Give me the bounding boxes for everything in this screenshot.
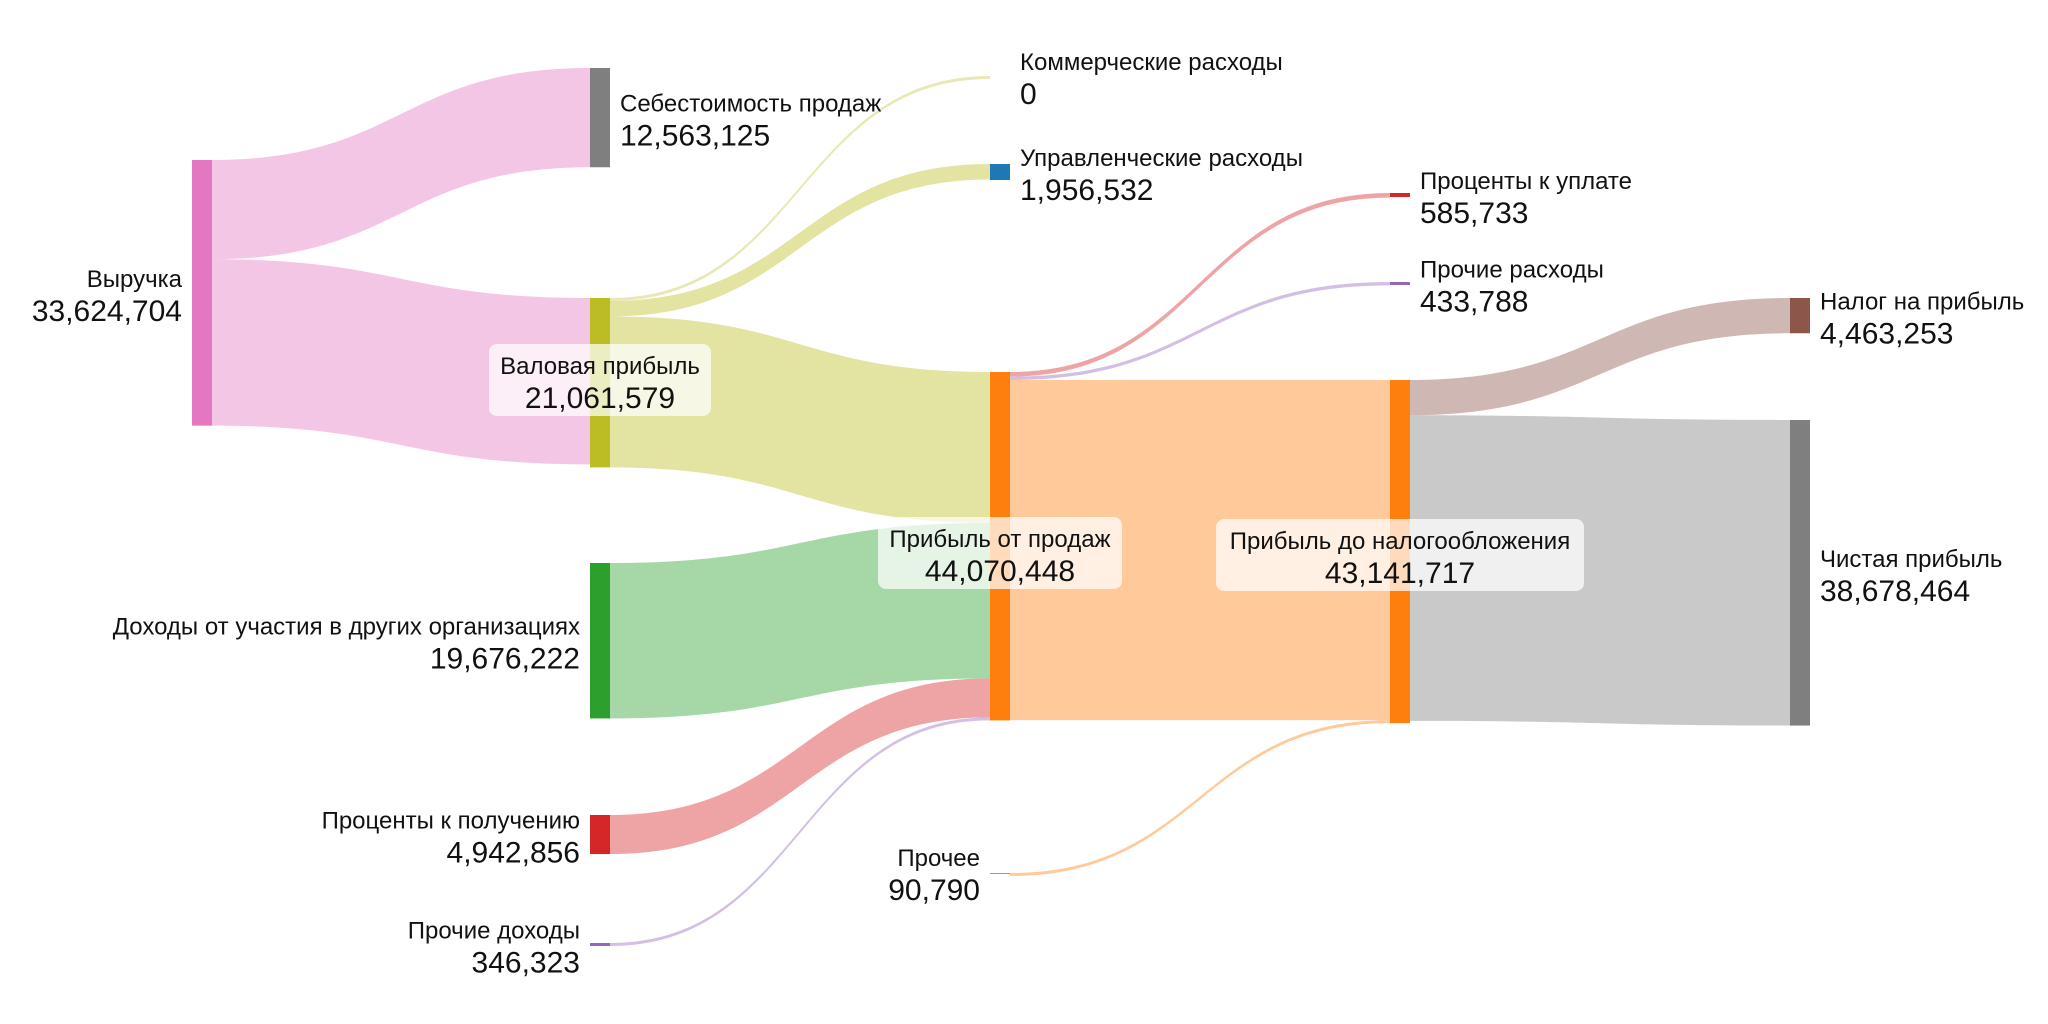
node-name: Проценты к уплате bbox=[1420, 168, 1632, 195]
node-int_income bbox=[590, 815, 610, 855]
node-value: 44,070,448 bbox=[925, 555, 1075, 588]
node-label-other: Прочее 90,790 bbox=[888, 845, 980, 907]
node-value: 43,141,717 bbox=[1325, 557, 1475, 590]
node-name: Валовая прибыль bbox=[500, 353, 700, 380]
node-label-net: Чистая прибыль 38,678,464 bbox=[1820, 546, 2002, 608]
node-value: 12,563,125 bbox=[620, 120, 770, 153]
node-label-pretax: Прибыль до налогообложения 43,141,717 bbox=[1216, 519, 1584, 591]
svg-text:Доходы от участия в других орг: Доходы от участия в других организациях 1… bbox=[113, 614, 580, 676]
node-value: 4,463,253 bbox=[1820, 318, 1953, 351]
link-sales_profit-to-int_expense bbox=[1010, 193, 1390, 377]
node-name: Прочее bbox=[897, 845, 980, 872]
node-label-revenue: Выручка 33,624,704 bbox=[32, 266, 183, 328]
node-int_expense bbox=[1390, 193, 1410, 197]
node-value: 21,061,579 bbox=[525, 382, 675, 415]
node-value: 1,956,532 bbox=[1020, 174, 1153, 207]
link-pretax-to-tax bbox=[1410, 298, 1790, 416]
node-label-other_expense: Прочие расходы 433,788 bbox=[1420, 257, 1604, 319]
node-name: Управленческие расходы bbox=[1020, 145, 1303, 172]
node-name: Прибыль от продаж bbox=[889, 526, 1110, 553]
node-name: Прочие доходы bbox=[408, 918, 580, 945]
links-layer bbox=[212, 68, 1790, 946]
node-label-cogs: Себестоимость продаж 12,563,125 bbox=[620, 91, 881, 153]
labels-layer: Выручка 33,624,704 Себестоимость продаж 12,… bbox=[32, 49, 2024, 980]
node-label-admin: Управленческие расходы 1,956,532 bbox=[1020, 145, 1303, 207]
node-value: 433,788 bbox=[1420, 286, 1528, 319]
node-name: Прочие расходы bbox=[1420, 257, 1604, 284]
link-gross-to-commercial bbox=[610, 76, 990, 301]
link-int_income-to-sales_profit bbox=[610, 678, 990, 855]
node-name: Себестоимость продаж bbox=[620, 91, 881, 118]
node-value: 4,942,856 bbox=[447, 837, 580, 870]
label-background bbox=[489, 344, 711, 416]
node-revenue bbox=[192, 160, 212, 426]
link-sales_profit-to-other_expense bbox=[1010, 282, 1390, 381]
link-sales_profit-to-pretax bbox=[1010, 380, 1390, 721]
node-other_income bbox=[590, 943, 610, 946]
node-label-tax: Налог на прибыль 4,463,253 bbox=[1820, 289, 2024, 351]
node-value: 585,733 bbox=[1420, 197, 1528, 230]
node-label-commercial: Коммерческие расходы 0 bbox=[1020, 49, 1283, 111]
node-name: Прибыль до налогообложения bbox=[1230, 528, 1570, 555]
label-background bbox=[1216, 519, 1584, 591]
node-label-int_expense: Проценты к уплате 585,733 bbox=[1420, 168, 1632, 230]
link-pretax-to-net bbox=[1410, 415, 1790, 726]
node-cogs bbox=[590, 68, 610, 168]
node-name: Выручка bbox=[87, 266, 183, 293]
node-value: 19,676,222 bbox=[430, 643, 580, 676]
node-label-int_income: Проценты к получению 4,942,856 bbox=[322, 808, 580, 870]
link-gross-to-admin bbox=[610, 164, 990, 317]
node-value: 38,678,464 bbox=[1820, 575, 1970, 608]
node-name: Налог на прибыль bbox=[1820, 289, 2024, 316]
link-revenue-to-cogs bbox=[212, 68, 590, 260]
node-label-participation: Доходы от участия в других организациях 1… bbox=[113, 614, 580, 676]
node-value: 90,790 bbox=[888, 874, 980, 907]
node-label-sales_profit: Прибыль от продаж 44,070,448 bbox=[878, 517, 1122, 589]
node-name: Доходы от участия в других организациях bbox=[113, 614, 580, 641]
node-net bbox=[1790, 420, 1810, 726]
node-label-gross: Валовая прибыль 21,061,579 bbox=[489, 344, 711, 416]
node-other_expense bbox=[1390, 282, 1410, 285]
node-value: 346,323 bbox=[472, 947, 580, 980]
node-name: Коммерческие расходы bbox=[1020, 49, 1283, 76]
node-value: 33,624,704 bbox=[32, 295, 182, 328]
node-label-other_income: Прочие доходы 346,323 bbox=[408, 918, 580, 980]
label-background bbox=[878, 517, 1122, 589]
node-admin bbox=[990, 164, 1010, 180]
node-name: Чистая прибыль bbox=[1820, 546, 2002, 573]
node-participation bbox=[590, 563, 610, 719]
link-other_income-to-sales_profit bbox=[610, 717, 990, 946]
node-tax bbox=[1790, 298, 1810, 334]
node-name: Проценты к получению bbox=[322, 808, 580, 835]
node-value: 0 bbox=[1020, 78, 1037, 111]
node-other bbox=[990, 873, 1010, 874]
link-other-to-pretax bbox=[1010, 720, 1390, 876]
